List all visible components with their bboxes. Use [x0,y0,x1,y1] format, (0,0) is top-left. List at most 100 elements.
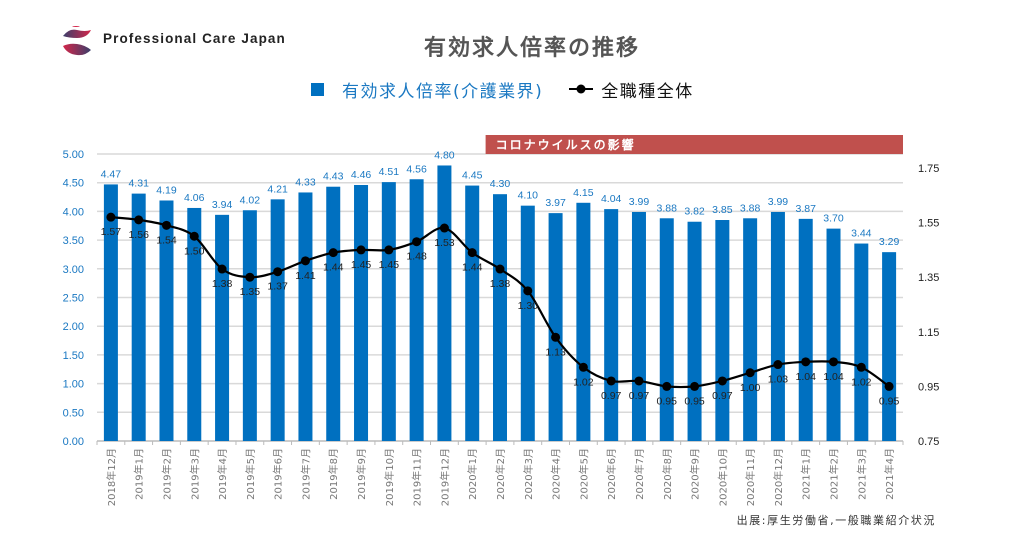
line-value-label: 1.50 [184,245,205,257]
bar-value-label: 4.10 [518,190,539,202]
line-value-label: 1.54 [156,234,177,246]
x-tick-label: 2019年7月 [299,448,312,500]
covid-banner-label: コロナウイルスの影響 [496,137,636,152]
bar [465,185,480,441]
x-tick-label: 2021年4月 [883,448,896,500]
bar-value-label: 3.70 [823,213,844,225]
line-value-label: 0.97 [601,390,622,402]
line-point [717,376,727,386]
line-value-label: 1.56 [128,229,149,241]
bar-value-label: 4.45 [462,170,483,182]
line-point [495,264,505,274]
line-value-label: 0.95 [684,395,705,407]
line-value-label: 1.03 [768,374,789,386]
y-right-tick-label: 0.75 [918,436,939,448]
line-value-label: 1.04 [823,371,844,383]
x-tick-label: 2020年6月 [605,448,618,500]
line-value-label: 1.00 [740,382,761,394]
y-left-tick-label: 2.00 [63,321,84,333]
bar [826,228,841,441]
line-value-label: 0.97 [712,390,733,402]
line-point [829,357,839,367]
bar [298,192,313,441]
bar-value-label: 3.88 [657,202,678,214]
bar [604,209,619,441]
x-tick-label: 2020年3月 [522,448,535,500]
x-tick-label: 2019年3月 [188,448,201,500]
y-left-tick-label: 5.00 [63,149,84,161]
line-value-label: 1.57 [101,226,122,238]
bar [770,211,785,441]
bar [715,220,730,441]
line-value-label: 1.04 [796,371,817,383]
bar-value-label: 3.82 [684,206,705,218]
line-point [606,376,616,386]
line-point [523,286,533,296]
bar [882,252,897,441]
x-tick-label: 2020年8月 [661,448,674,500]
line-point [884,381,894,391]
line-value-label: 1.38 [490,278,511,290]
line-value-label: 1.37 [267,281,288,293]
line-point [467,248,477,258]
y-right-tick-label: 1.55 [918,218,939,230]
line-point [189,231,199,241]
line-value-label: 1.53 [434,237,455,249]
y-left-tick-label: 2.50 [63,293,84,305]
y-left-tick-label: 0.00 [63,436,84,448]
bar-value-label: 4.06 [184,192,205,204]
bar-value-label: 3.94 [212,199,233,211]
line-point [384,245,394,255]
y-left-tick-label: 1.50 [63,350,84,362]
bar-value-label: 3.88 [740,202,761,214]
line-value-label: 0.97 [629,390,650,402]
x-tick-label: 2020年4月 [550,448,563,500]
y-right-tick-label: 1.35 [918,272,939,284]
bar-value-label: 4.30 [490,178,511,190]
line-point [551,332,561,342]
line-point [773,360,783,370]
bar-value-label: 4.21 [267,183,288,195]
legend-line-label: 全職種全体 [601,81,694,102]
x-tick-label: 2019年12月 [438,448,451,506]
bar-value-label: 3.87 [796,203,817,215]
x-tick-label: 2021年3月 [855,448,868,500]
y-left-tick-label: 4.00 [63,206,84,218]
bar-value-label: 4.02 [240,194,261,206]
x-tick-label: 2020年5月 [577,448,590,500]
line-value-label: 0.95 [657,395,678,407]
bar [187,207,202,441]
line-value-label: 1.48 [406,251,427,263]
chart-title: 有効求人倍率の推移 [423,36,640,61]
bar [215,214,230,441]
y-left-tick-label: 0.50 [63,407,84,419]
line-point [300,256,310,266]
chart-legend: 有効求人倍率(介護業界) 全職種全体 [311,78,694,102]
line-point [634,376,644,386]
covid-banner [485,135,903,154]
bar-value-label: 4.51 [379,166,400,178]
line-value-label: 1.41 [295,270,316,282]
y-right-tick-label: 0.95 [918,381,939,393]
bar-value-label: 4.80 [434,149,455,161]
bar-value-label: 4.31 [128,178,149,190]
bar [798,218,813,441]
x-tick-label: 2020年11月 [744,448,757,506]
x-tick-label: 2019年9月 [355,448,368,500]
x-tick-label: 2019年10月 [383,448,396,506]
x-tick-label: 2021年2月 [828,448,841,500]
x-tick-label: 2020年10月 [716,448,729,506]
y-left-tick-label: 3.00 [63,264,84,276]
legend-bar-swatch [311,82,324,96]
bar-value-label: 4.46 [351,169,372,181]
x-tick-label: 2020年1月 [466,448,479,500]
brand-name: Professional Care Japan [103,31,286,46]
line-value-label: 1.30 [518,300,539,312]
bar [131,193,146,441]
x-tick-label: 2020年9月 [689,448,702,500]
x-tick-label: 2018年12月 [105,448,118,506]
bar [242,210,257,441]
line-point [134,215,144,225]
line-point [856,362,866,372]
x-tick-label: 2019年1月 [133,448,146,500]
